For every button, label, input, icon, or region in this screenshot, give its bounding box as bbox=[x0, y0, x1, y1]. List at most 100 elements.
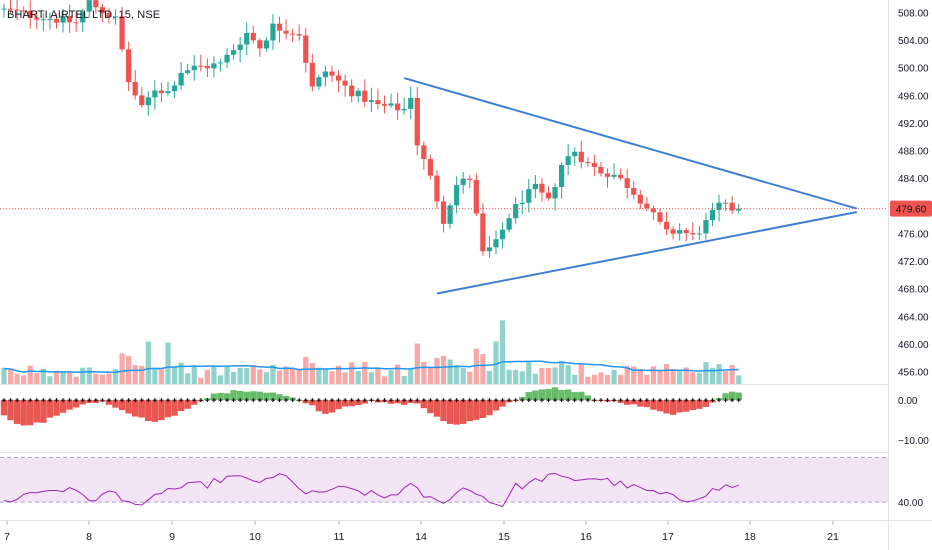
volume-bar bbox=[60, 371, 66, 384]
candle bbox=[375, 100, 381, 105]
candle bbox=[736, 208, 742, 211]
candle bbox=[165, 91, 171, 94]
volume-bar bbox=[473, 348, 479, 384]
volume-bar bbox=[329, 371, 335, 384]
volume-bar bbox=[447, 359, 453, 384]
candle bbox=[434, 175, 440, 202]
zero-cross-marker bbox=[618, 398, 623, 403]
oscillator-bar bbox=[59, 400, 67, 413]
volume-bar bbox=[244, 368, 250, 384]
zero-cross-marker bbox=[454, 398, 459, 403]
last-price-badge bbox=[890, 200, 932, 217]
zero-cross-marker bbox=[395, 398, 400, 403]
candle bbox=[683, 230, 689, 234]
zero-cross-marker bbox=[487, 398, 492, 403]
zero-cross-marker bbox=[41, 398, 46, 403]
candle bbox=[663, 221, 670, 230]
oscillator-bar bbox=[400, 400, 408, 405]
zero-cross-marker bbox=[74, 398, 79, 403]
oscillator-bar bbox=[13, 400, 21, 424]
zero-cross-marker bbox=[697, 398, 702, 403]
zero-cross-marker bbox=[658, 398, 662, 403]
zero-cross-marker bbox=[559, 398, 564, 403]
volume-bar bbox=[303, 356, 309, 384]
oscillator-bar bbox=[243, 391, 250, 401]
last-price-label: 479.60 bbox=[896, 205, 927, 216]
volume-bar bbox=[519, 371, 525, 384]
volume-bar bbox=[690, 372, 696, 384]
zero-cross-marker bbox=[303, 398, 308, 403]
candle bbox=[637, 194, 643, 204]
oscillator-tick-label: −10.00 bbox=[898, 436, 929, 447]
zero-cross-marker bbox=[277, 398, 282, 403]
oscillator-bar bbox=[440, 400, 447, 422]
volume-bar bbox=[440, 355, 447, 384]
zero-cross-marker bbox=[533, 398, 538, 403]
time-tick-label: 10 bbox=[249, 531, 261, 543]
price-tick-label: 456.00 bbox=[898, 368, 929, 379]
candle bbox=[565, 156, 571, 165]
triangle-trendline bbox=[436, 211, 857, 295]
volume-bar bbox=[119, 353, 125, 384]
volume-bar bbox=[644, 374, 650, 384]
price-tick-label: 488.00 bbox=[898, 147, 929, 158]
zero-cross-marker bbox=[480, 398, 485, 403]
oscillator-bar bbox=[184, 400, 191, 409]
candle bbox=[171, 85, 178, 92]
oscillator-bar bbox=[125, 400, 132, 414]
oscillator-bar bbox=[630, 400, 637, 405]
volume-bar bbox=[467, 371, 473, 384]
volume-bar bbox=[598, 372, 604, 384]
price-tick-label: 476.00 bbox=[898, 229, 929, 240]
zero-cross-marker bbox=[467, 398, 472, 403]
zero-cross-marker bbox=[343, 398, 348, 403]
volume-bar bbox=[40, 369, 46, 384]
time-tick-label: 14 bbox=[415, 531, 427, 543]
candle bbox=[486, 247, 493, 252]
volume-bar bbox=[67, 371, 73, 384]
zero-cross-marker bbox=[638, 398, 643, 403]
volume-bar bbox=[158, 367, 165, 384]
zero-cross-marker bbox=[211, 398, 216, 403]
zero-cross-marker bbox=[421, 398, 426, 403]
candle bbox=[1, 8, 7, 10]
volume-bar bbox=[309, 362, 315, 384]
zero-cross-marker bbox=[546, 398, 551, 403]
oscillator-bar bbox=[735, 392, 742, 401]
oscillator-bar bbox=[637, 400, 644, 407]
volume-bar bbox=[375, 367, 381, 384]
oscillator-bar bbox=[263, 392, 270, 401]
oscillator-bar bbox=[309, 400, 316, 406]
volume-bar bbox=[14, 374, 20, 384]
volume-bar bbox=[231, 371, 237, 384]
candle bbox=[198, 65, 204, 67]
zero-cross-marker bbox=[474, 398, 479, 403]
volume-bar bbox=[224, 366, 230, 384]
zero-cross-marker bbox=[120, 398, 125, 403]
time-tick-label: 21 bbox=[827, 531, 839, 543]
rsi-line bbox=[3, 472, 739, 508]
candle bbox=[309, 62, 315, 87]
candle bbox=[467, 178, 473, 180]
zero-cross-marker bbox=[67, 398, 72, 403]
candle bbox=[119, 16, 125, 50]
price-tick-label: 508.00 bbox=[898, 8, 929, 19]
zero-cross-marker bbox=[146, 398, 151, 403]
volume-bar bbox=[112, 369, 119, 384]
volume-bar bbox=[1, 367, 7, 384]
candle bbox=[480, 213, 486, 252]
candle bbox=[381, 104, 388, 106]
triangle-trendline bbox=[403, 77, 858, 210]
zero-cross-marker bbox=[526, 398, 531, 403]
oscillator-bar bbox=[663, 400, 670, 414]
candle bbox=[499, 229, 506, 240]
oscillator-bar bbox=[223, 393, 231, 401]
volume-bar bbox=[631, 366, 637, 384]
oscillator-bar bbox=[0, 400, 8, 416]
oscillator-bar bbox=[545, 388, 552, 401]
candle bbox=[526, 189, 532, 203]
oscillator-bar bbox=[643, 400, 651, 408]
zero-cross-marker bbox=[80, 398, 85, 403]
oscillator-bar bbox=[492, 400, 500, 411]
oscillator-bar bbox=[236, 391, 244, 401]
